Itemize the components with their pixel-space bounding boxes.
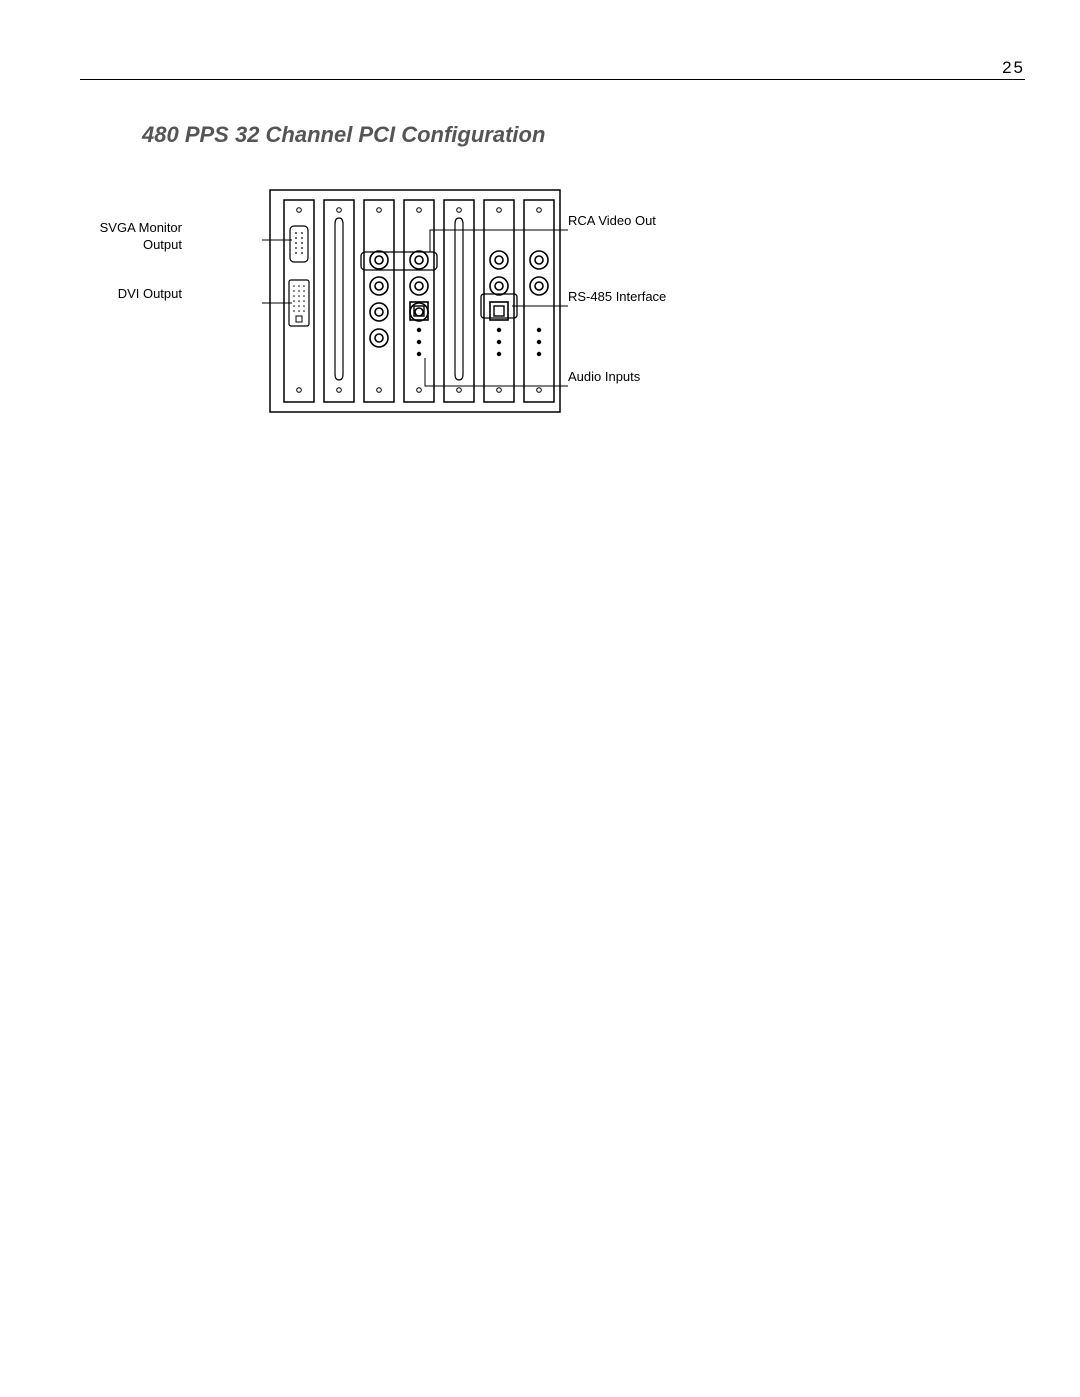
diagram-container: SVGA MonitorOutput DVI Output RCA Video Ou…: [80, 180, 1025, 440]
label-audio: Audio Inputs: [568, 369, 718, 386]
label-svga: SVGA MonitorOutput: [92, 220, 182, 254]
section-title: 480 PPS 32 Channel PCI Configuration: [142, 122, 1025, 148]
header-rule: 25: [80, 60, 1025, 80]
label-rca: RCA Video Out: [568, 213, 718, 230]
label-rs485: RS-485 Interface: [568, 289, 718, 306]
page-number: 25: [1002, 58, 1025, 78]
label-dvi: DVI Output: [92, 286, 182, 303]
page: 25 480 PPS 32 Channel PCI Configuration …: [80, 60, 1025, 440]
